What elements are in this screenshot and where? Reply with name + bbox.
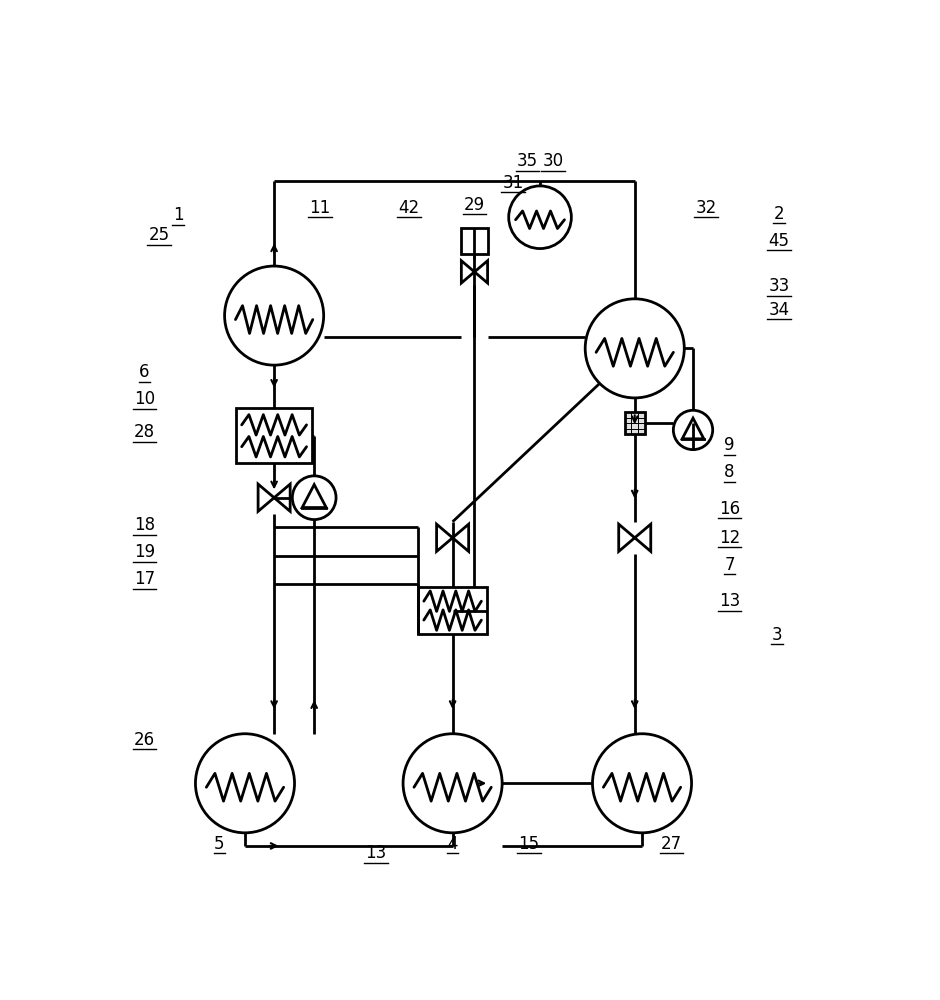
Bar	[462, 228, 488, 254]
Text: 31: 31	[503, 174, 524, 192]
Text: 34: 34	[768, 301, 790, 319]
Text: 13: 13	[366, 844, 386, 862]
Text: 35: 35	[517, 152, 539, 170]
Text: 27: 27	[661, 835, 682, 853]
Text: 1: 1	[173, 206, 183, 224]
Text: 7: 7	[724, 556, 735, 574]
Text: 29: 29	[464, 196, 485, 214]
Text: 16: 16	[719, 500, 740, 518]
Text: 12: 12	[719, 529, 740, 547]
Text: 18: 18	[133, 516, 155, 534]
Text: 32: 32	[696, 199, 717, 217]
Text: 6: 6	[139, 363, 149, 381]
Text: 3: 3	[772, 626, 782, 644]
Text: 2: 2	[774, 205, 784, 223]
Text: 8: 8	[724, 463, 735, 481]
Text: 4: 4	[447, 835, 458, 853]
Text: 42: 42	[399, 199, 419, 217]
Bar	[418, 587, 487, 634]
Text: 30: 30	[542, 152, 564, 170]
Text: 5: 5	[214, 835, 225, 853]
Text: 26: 26	[133, 731, 155, 749]
Text: 19: 19	[133, 543, 155, 561]
Bar	[236, 408, 312, 463]
Bar	[625, 412, 645, 434]
Text: 9: 9	[724, 436, 735, 454]
Text: 25: 25	[149, 226, 169, 244]
Text: 15: 15	[519, 835, 540, 853]
Text: 17: 17	[133, 570, 155, 588]
Text: 33: 33	[768, 277, 790, 295]
Text: 28: 28	[133, 423, 155, 441]
Text: 10: 10	[133, 390, 155, 408]
Text: 45: 45	[769, 232, 790, 250]
Text: 11: 11	[309, 199, 331, 217]
Text: 13: 13	[719, 592, 740, 610]
